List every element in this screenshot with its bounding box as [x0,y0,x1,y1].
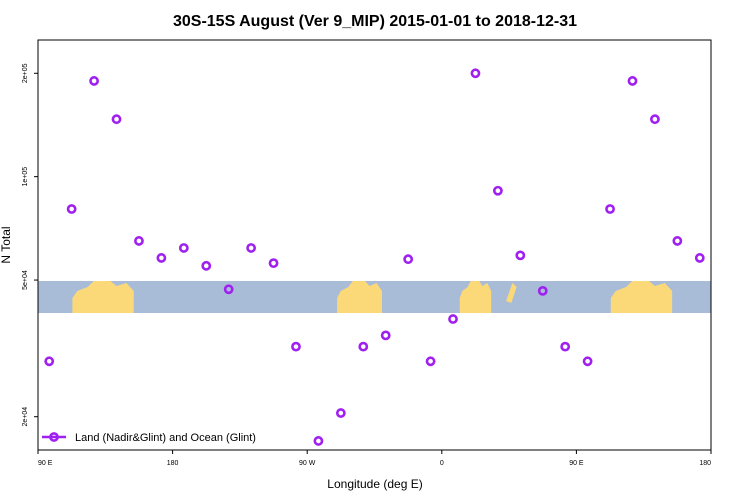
x-tick-label: 180 [699,460,711,467]
data-point [313,436,324,446]
data-point [89,76,99,86]
background-map [38,281,711,313]
data-point [291,341,301,352]
data-point [650,114,660,125]
legend-marker [49,432,59,442]
land-region [337,281,382,313]
y-axis: 2e+04 5e+04 1e+05 2e+05 [22,63,38,427]
data-point [672,236,683,246]
y-tick-label: 2e+04 [22,407,29,427]
x-axis-label: Longitude (deg E) [327,477,422,491]
data-point [268,258,279,269]
y-tick-label: 2e+05 [22,63,29,83]
data-point [156,253,167,263]
chart-title: 30S-15S August (Ver 9_MIP) 2015-01-01 to… [173,13,577,30]
data-point [537,285,548,296]
legend-entry: Land (Nadir&Glint) and Ocean (Glint) [75,432,256,444]
data-point [515,250,526,261]
land-region [506,283,517,303]
x-tick-label: 180 [167,460,179,467]
data-point [380,330,391,341]
data-point [492,185,503,196]
legend: Land (Nadir&Glint) and Ocean (Glint) [42,432,256,444]
x-axis: 90 E 180 90 W 0 90 E 180 [37,450,712,467]
plot-frame [37,39,712,451]
y-axis-label: N Total [0,226,13,263]
x-tick-label: 90 E [38,460,53,467]
data-points [44,68,705,446]
land-region [459,281,492,313]
data-point [448,314,458,324]
data-point [605,204,615,214]
data-point [246,243,257,253]
data-point [425,356,436,367]
data-point [111,114,122,125]
data-point [582,356,593,367]
data-point [358,341,369,352]
x-tick-label: 90 W [299,460,316,467]
data-point [403,254,414,265]
data-point [470,68,481,79]
data-point [201,260,212,271]
data-point [560,341,571,352]
land-region [72,281,134,313]
data-point [694,253,705,263]
y-tick-label: 1e+05 [22,167,29,187]
data-point [66,204,77,214]
x-tick-label: 90 E [569,460,584,467]
data-point [134,236,144,246]
data-point [178,243,189,253]
data-point [44,356,55,367]
y-tick-label: 5e+04 [22,270,29,290]
data-point [223,284,234,295]
x-tick-label: 0 [440,460,444,467]
data-point [627,76,638,86]
data-point [335,408,346,418]
land-region [610,281,673,313]
